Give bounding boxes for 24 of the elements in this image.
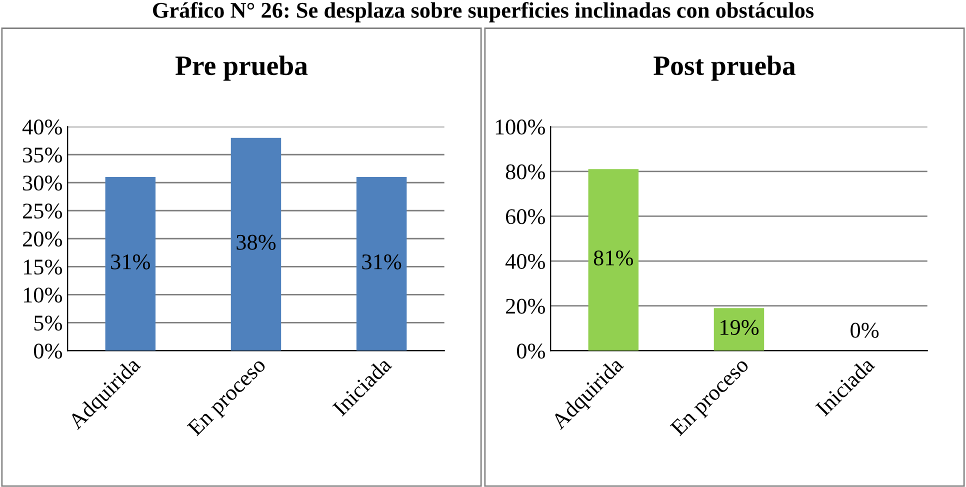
y-tick-label: 30% <box>23 176 62 191</box>
data-label: 81% <box>594 250 634 266</box>
y-tick-label: 10% <box>24 288 62 303</box>
data-label: 19% <box>720 320 759 335</box>
y-tick-label: 20% <box>506 298 545 314</box>
y-tick-label: 0% <box>34 344 62 359</box>
data-label: 31% <box>362 254 402 270</box>
y-tick-label: 5% <box>34 316 62 331</box>
data-label: 0% <box>850 322 879 338</box>
y-tick-label: 40% <box>22 120 62 135</box>
y-tick-label: 40% <box>505 254 545 270</box>
y-tick-label: 15% <box>24 260 62 275</box>
chart-title: Post prueba <box>654 56 796 81</box>
y-tick-label: 35% <box>23 148 62 163</box>
y-tick-label: 60% <box>506 209 545 224</box>
chart-title: Pre prueba <box>175 56 308 81</box>
y-tick-label: 100% <box>496 120 545 135</box>
y-tick-label: 20% <box>23 232 62 247</box>
data-label: 38% <box>236 234 276 250</box>
y-tick-label: 25% <box>23 204 62 219</box>
y-tick-label: 0% <box>516 344 545 359</box>
y-tick-label: 80% <box>506 164 545 180</box>
text: Gráfico N° 26: Se desplaza sobre superficies inclinadas con obstáculos <box>152 2 814 22</box>
data-label: 31% <box>111 254 150 270</box>
